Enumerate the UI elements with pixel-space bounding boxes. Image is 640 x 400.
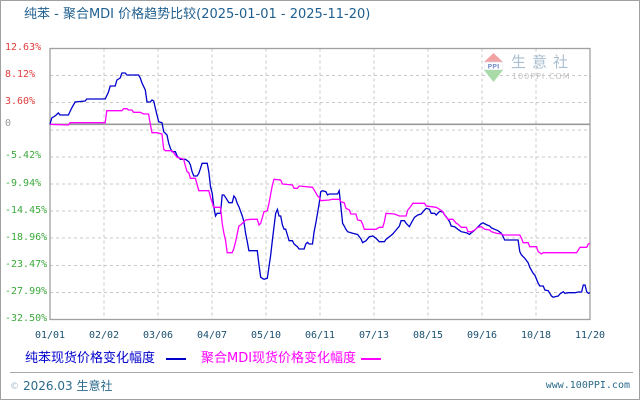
x-tick-label: 02/02 [88, 330, 120, 341]
y-tick-label: 3.60% [5, 96, 36, 108]
series-line-benzene [49, 72, 591, 299]
watermark-brand: 生意社 [511, 53, 575, 71]
x-tick-label: 03/06 [142, 330, 174, 341]
legend-label-mdi: 聚合MDI现货价格变化幅度 [201, 351, 357, 366]
x-tick-label: 09/16 [466, 330, 498, 341]
watermark-logo-text: PPI [488, 63, 500, 71]
footer-site-url: www.100PPI.com [545, 380, 630, 391]
x-tick-label: 06/11 [304, 330, 336, 341]
series-line-mdi [49, 108, 591, 255]
x-tick-label: 01/01 [34, 330, 66, 341]
x-tick-label: 07/13 [358, 330, 390, 341]
x-tick-label: 08/15 [412, 330, 444, 341]
chart-title: 纯苯 - 聚合MDI 价格趋势比较(2025-01-01 - 2025-11-2… [24, 7, 371, 22]
y-tick-label: 12.63% [5, 42, 42, 53]
y-tick-label: 8.12% [5, 69, 36, 81]
copyright-icon: © [10, 382, 19, 392]
x-tick-label: 05/10 [250, 330, 282, 341]
legend-label-benzene: 纯苯现货价格变化幅度 [25, 351, 156, 366]
y-tick-label: -14.45% [5, 204, 48, 216]
x-tick-label: 04/07 [196, 330, 228, 341]
watermark-site: 100PPI.COM [512, 72, 571, 81]
legend-line-mdi-icon [361, 358, 381, 360]
plot-border [49, 47, 591, 321]
footer-copyright-text: 2026.03 生意社 [23, 379, 113, 393]
grid-lines [50, 48, 590, 320]
y-tick-label: -18.96% [5, 231, 48, 243]
x-tick-label: 11/20 [574, 330, 606, 341]
y-tick-label: -27.99% [5, 285, 48, 297]
x-tick-label: 10/18 [520, 330, 552, 341]
footer-divider [10, 372, 633, 373]
y-tick-label: -32.50% [5, 313, 48, 324]
y-tick-label-zero: 0 [5, 117, 12, 129]
watermark-logo-icon: PPI [484, 53, 503, 82]
y-tick-label: -9.94% [5, 177, 42, 189]
footer-copyright: © 2026.03 生意社 [10, 378, 112, 395]
y-tick-label: -5.42% [5, 150, 42, 162]
legend-line-benzene-icon [166, 358, 186, 360]
y-tick-label: -23.47% [5, 258, 48, 270]
